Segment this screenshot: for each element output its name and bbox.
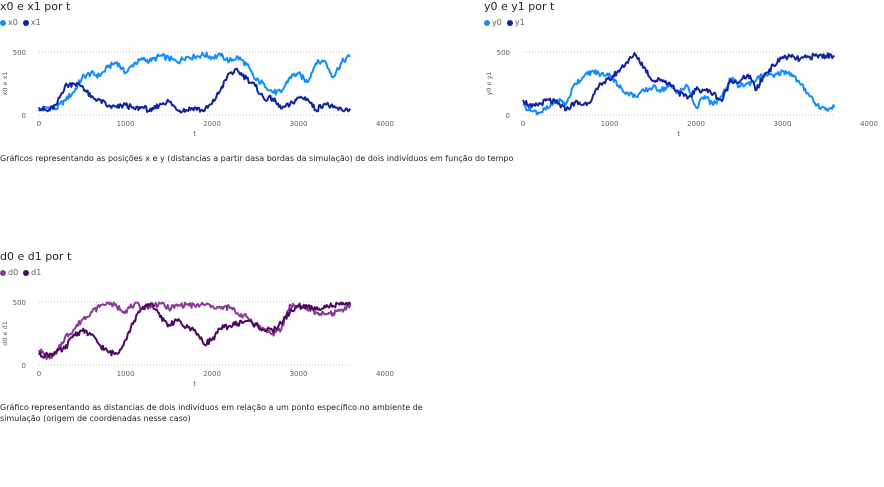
legend-item-y1[interactable]: y1 xyxy=(506,18,525,27)
x-tick-label: 1000 xyxy=(117,370,135,378)
legend-marker-d0 xyxy=(0,269,6,276)
series-line-x0 xyxy=(38,51,351,112)
legend-marker-d1 xyxy=(23,269,30,276)
y-axis-label: x0 e x1 xyxy=(1,71,9,95)
x-axis-label: t xyxy=(677,130,680,138)
y-tick-label: 500 xyxy=(13,49,26,57)
legend-label: x1 xyxy=(30,18,41,27)
x-tick-label: 3000 xyxy=(774,120,792,128)
y-tick-label: 0 xyxy=(22,112,26,120)
legend-item-x0[interactable]: x0 xyxy=(0,18,18,27)
legend-item-x1[interactable]: x1 xyxy=(22,18,41,27)
series-line-y1 xyxy=(522,52,835,112)
series-line-d0 xyxy=(38,301,352,360)
legend-item-d0[interactable]: d0 xyxy=(0,268,18,277)
legend-label: d0 xyxy=(8,268,19,277)
legend-label: x0 xyxy=(8,18,18,27)
legend-marker-x1 xyxy=(22,19,29,26)
y-axis-label: d0 e d1 xyxy=(1,321,9,346)
x-tick-label: 1000 xyxy=(117,120,135,128)
x-tick-label: 0 xyxy=(521,120,525,128)
legend-label: y0 xyxy=(492,18,502,27)
x-tick-label: 3000 xyxy=(290,370,308,378)
x-axis-label: t xyxy=(193,380,196,388)
chart-legend: d0 d1 xyxy=(0,268,41,277)
chart-title: x0 e x1 por t xyxy=(0,0,71,13)
legend-marker-y1 xyxy=(506,19,513,26)
legend-marker-y0 xyxy=(484,19,490,26)
legend-label: d1 xyxy=(31,268,42,277)
y-axis-label: y0 e y1 xyxy=(485,71,493,95)
chart-d-visual: d0 e d1 por t d0 d1 0 500 0 1000 2000 3000 400… xyxy=(0,250,400,395)
legend-item-d1[interactable]: d1 xyxy=(23,268,41,277)
chart-plot: 0 500 0 1000 2000 3000 4000 t y0 e y1 xyxy=(485,49,878,138)
x-tick-label: 2000 xyxy=(687,120,705,128)
y-tick-label: 0 xyxy=(22,362,26,370)
x-tick-label: 0 xyxy=(37,120,41,128)
chart-legend: y0 y1 xyxy=(484,18,525,27)
x-tick-label: 4000 xyxy=(376,370,394,378)
x-tick-label: 3000 xyxy=(290,120,308,128)
chart-plot: 0 500 0 1000 2000 3000 4000 t x0 e x1 xyxy=(1,49,394,138)
legend-marker-x0 xyxy=(0,19,6,26)
x-tick-label: 2000 xyxy=(203,370,221,378)
x-tick-label: 4000 xyxy=(376,120,394,128)
chart-legend: x0 x1 xyxy=(0,18,41,27)
chart-y-visual: y0 e y1 por t y0 y1 0 500 0 1000 2000 3000 400… xyxy=(484,0,884,145)
legend-label: y1 xyxy=(514,18,525,27)
x-tick-label: 0 xyxy=(37,370,41,378)
y-tick-label: 0 xyxy=(506,112,510,120)
y-tick-label: 500 xyxy=(497,49,510,57)
chart-title: y0 e y1 por t xyxy=(484,0,555,13)
x-axis-label: t xyxy=(193,130,196,138)
x-tick-label: 1000 xyxy=(601,120,619,128)
x-tick-label: 2000 xyxy=(203,120,221,128)
series-line-x1 xyxy=(38,67,352,114)
caption-bottom: Gráfico representando as distancias de d… xyxy=(0,403,423,423)
chart-plot: 0 500 0 1000 2000 3000 4000 t d0 e d1 xyxy=(1,299,394,388)
chart-title: d0 e d1 por t xyxy=(0,250,72,263)
caption-top: Gráficos representando as posições x e y… xyxy=(0,154,514,163)
x-tick-label: 4000 xyxy=(860,120,878,128)
series-line-d1 xyxy=(38,301,352,359)
chart-x-visual: x0 e x1 por t x0 x1 0 500 0 1000 2000 3000 400… xyxy=(0,0,400,145)
y-tick-label: 500 xyxy=(13,299,26,307)
legend-item-y0[interactable]: y0 xyxy=(484,18,502,27)
